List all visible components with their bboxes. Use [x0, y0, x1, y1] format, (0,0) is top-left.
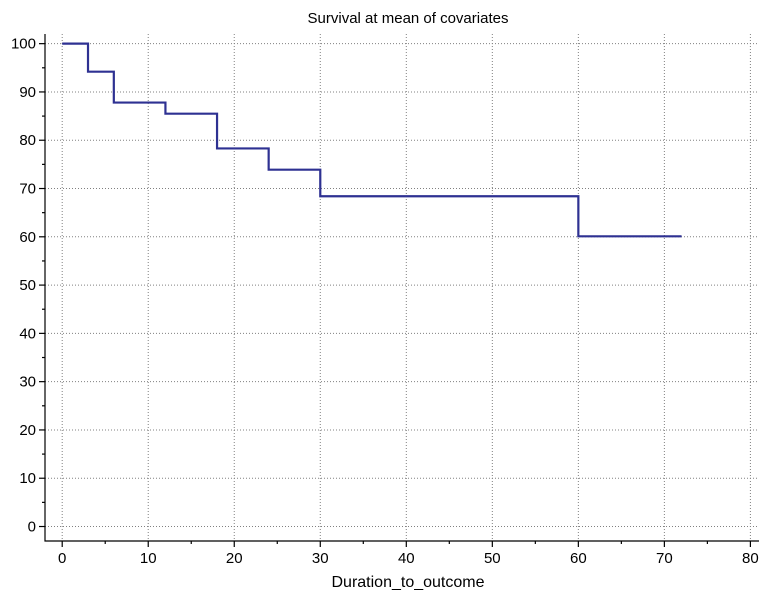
- x-tick-label-0: 0: [58, 550, 66, 567]
- survival-step-line-0: [62, 42, 682, 238]
- y-axis-ticks: 0 10 20 30 40 50 60 70 80 90 100: [11, 36, 45, 536]
- x-tick-label-10: 10: [140, 550, 157, 567]
- y-tick-label-0: 0: [28, 519, 36, 536]
- y-tick-label-20: 20: [19, 422, 36, 439]
- x-tick-label-50: 50: [484, 550, 501, 567]
- x-tick-label-20: 20: [226, 550, 243, 567]
- x-tick-label-70: 70: [656, 550, 673, 567]
- y-tick-label-70: 70: [19, 181, 36, 198]
- axes: [44, 34, 759, 542]
- x-axis-label: Duration_to_outcome: [332, 574, 485, 591]
- y-tick-label-90: 90: [19, 84, 36, 101]
- x-axis-ticks: 0 10 20 30 40 50 60 70 80: [58, 541, 759, 567]
- y-tick-label-60: 60: [19, 229, 36, 246]
- y-tick-label-30: 30: [19, 374, 36, 391]
- y-tick-label-10: 10: [19, 470, 36, 487]
- y-tick-label-100: 100: [11, 36, 36, 53]
- series-group: [62, 42, 682, 238]
- x-tick-label-60: 60: [570, 550, 587, 567]
- x-tick-label-40: 40: [398, 550, 415, 567]
- y-tick-label-40: 40: [19, 325, 36, 342]
- chart-title: Survival at mean of covariates: [308, 10, 509, 27]
- y-tick-label-80: 80: [19, 132, 36, 149]
- x-tick-label-80: 80: [742, 550, 759, 567]
- grid-lines: [45, 34, 759, 541]
- y-tick-label-50: 50: [19, 277, 36, 294]
- x-tick-label-30: 30: [312, 550, 329, 567]
